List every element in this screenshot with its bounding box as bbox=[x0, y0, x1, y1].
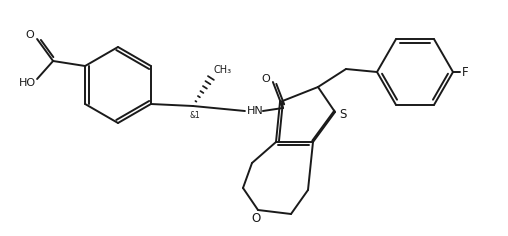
Text: HN: HN bbox=[246, 106, 263, 116]
Text: F: F bbox=[462, 66, 468, 79]
Text: &1: &1 bbox=[189, 111, 200, 121]
Text: O: O bbox=[251, 212, 261, 226]
Text: O: O bbox=[262, 74, 270, 84]
Text: HO: HO bbox=[18, 78, 36, 88]
Text: S: S bbox=[339, 108, 346, 121]
Text: O: O bbox=[26, 30, 35, 40]
Text: CH₃: CH₃ bbox=[214, 65, 232, 75]
